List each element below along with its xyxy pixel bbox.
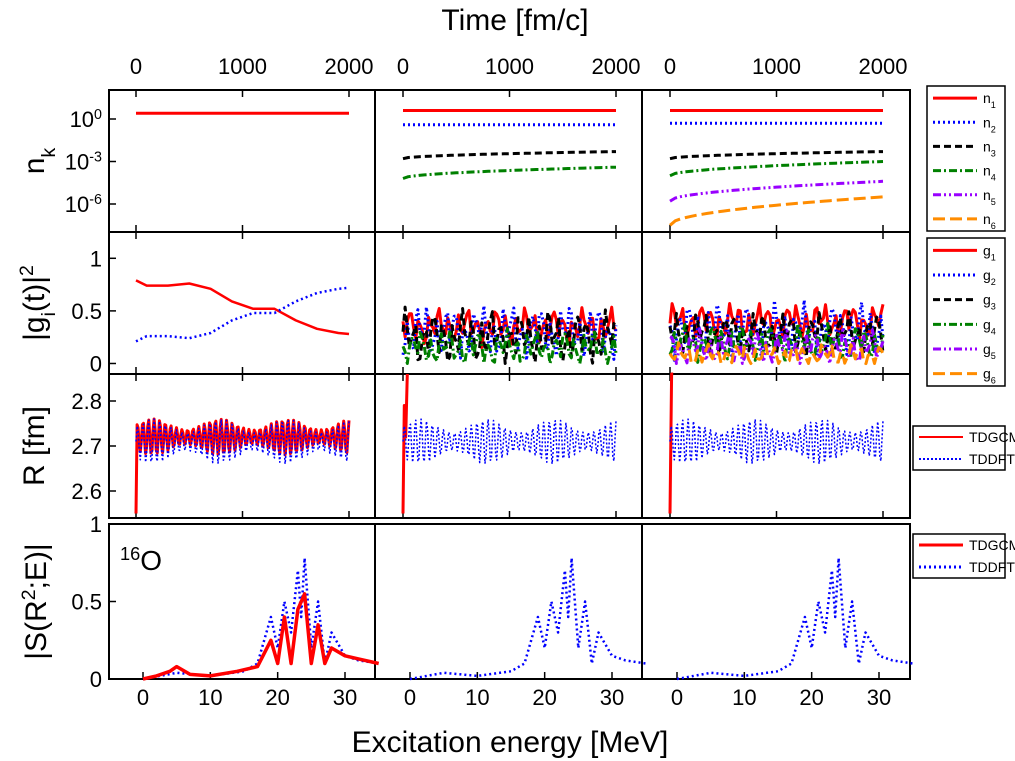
- legend-label: n1: [983, 90, 996, 110]
- series-line-g2: [135, 286, 350, 343]
- bottom-tick-label: 0: [671, 685, 683, 710]
- series-line-n3: [669, 150, 884, 161]
- panel-frame: [108, 89, 376, 233]
- legend-S: [912, 533, 1006, 579]
- y-tick-label: 0.5: [71, 590, 102, 615]
- series-line-TDDFT: [409, 556, 646, 681]
- series-line-g2: [401, 304, 618, 362]
- y-axis-label-group: nk: [18, 148, 60, 175]
- series-line-TDGCM: [401, 373, 409, 514]
- y-axis-label: R [fm]: [18, 406, 51, 486]
- series-line-g1: [135, 279, 350, 336]
- y-tick-label: 1: [90, 246, 102, 271]
- top-tick-label: 1000: [485, 54, 534, 79]
- y-tick-label: 10-3: [65, 150, 102, 175]
- y-tick-label: 2.6: [71, 479, 102, 504]
- bottom-tick-label: 20: [799, 685, 823, 710]
- top-tick-label: 1000: [752, 54, 801, 79]
- legend-label: TDDFT: [969, 451, 1015, 467]
- y-axis-label: |gi(t)|2: [16, 265, 60, 341]
- series-line-g2: [668, 298, 885, 362]
- legend-R: [912, 425, 1006, 471]
- y-axis-label: |S(R2;E)|: [18, 543, 53, 659]
- y-axis-label: nk: [18, 148, 60, 175]
- series-line-g6: [668, 341, 885, 365]
- bottom-axis-title: Excitation energy [MeV]: [352, 726, 669, 759]
- panel-frame: [374, 523, 643, 680]
- legend-label: g3: [983, 292, 996, 312]
- y-tick-label: 0: [90, 667, 102, 692]
- legend-label: g5: [983, 341, 996, 361]
- series-line-n4: [402, 165, 617, 180]
- legend-label: n5: [983, 187, 996, 207]
- legend-gi: [926, 237, 1006, 387]
- y-tick-label: 2.7: [71, 434, 102, 459]
- bottom-tick-label: 0: [137, 685, 149, 710]
- series-line-g4: [401, 326, 618, 365]
- series-line-TDDFT: [402, 418, 617, 465]
- series-line-TDDFT: [135, 418, 350, 465]
- top-tick-label: 1000: [218, 54, 267, 79]
- legend-label: n3: [983, 138, 996, 158]
- nucleus-label: 16O: [120, 544, 162, 576]
- legend-label: TDGCM: [969, 429, 1015, 445]
- bottom-tick-label: 30: [867, 685, 891, 710]
- series-line-TDDFT: [669, 418, 884, 465]
- series-line-TDDFT: [142, 556, 379, 681]
- legend-label: g6: [983, 366, 996, 386]
- top-axis-title: Time [fm/c]: [441, 4, 588, 37]
- series-line-g3: [668, 310, 885, 359]
- top-tick-label: 0: [664, 54, 676, 79]
- legend-label: g4: [983, 316, 996, 336]
- bottom-tick-label: 10: [198, 685, 222, 710]
- bottom-tick-label: 20: [265, 685, 289, 710]
- series-line-TDGCM: [134, 417, 351, 514]
- y-axis-label-group: |S(R2;E)|: [18, 543, 53, 659]
- y-tick-label: 0: [90, 351, 102, 376]
- top-tick-label: 2000: [325, 54, 374, 79]
- panel-frame: [641, 523, 911, 680]
- bottom-tick-label: 30: [333, 685, 357, 710]
- bottom-tick-label: 10: [465, 685, 489, 710]
- top-tick-label: 2000: [859, 54, 908, 79]
- y-tick-label: 10-6: [65, 192, 102, 217]
- bottom-tick-label: 0: [404, 685, 416, 710]
- series-line-TDDFT: [676, 556, 913, 681]
- series-line-n5: [669, 179, 884, 203]
- legend-label: n4: [983, 163, 996, 183]
- legend-label: TDDFT: [969, 559, 1015, 575]
- series-line-n3: [402, 150, 617, 161]
- bottom-tick-label: 20: [532, 685, 556, 710]
- legend-label: n6: [983, 211, 996, 231]
- series-line-g5: [669, 327, 885, 365]
- top-tick-label: 0: [130, 54, 142, 79]
- series-line-TDGCM: [668, 372, 674, 514]
- bottom-tick-label: 10: [732, 685, 756, 710]
- y-axis-label-group: |gi(t)|2: [16, 265, 60, 341]
- y-axis-label-group: R [fm]: [18, 406, 51, 486]
- series-line-n6: [669, 195, 884, 227]
- series-line-TDGCM: [142, 592, 380, 681]
- y-tick-label: 2.8: [71, 389, 102, 414]
- series-line-n4: [669, 160, 884, 178]
- legend-label: g1: [983, 242, 996, 262]
- legend-label: g2: [983, 267, 996, 287]
- bottom-tick-label: 30: [600, 685, 624, 710]
- y-tick-label: 1: [90, 512, 102, 537]
- legend-label: TDGCM: [969, 537, 1015, 553]
- panel-frame: [108, 231, 376, 375]
- top-tick-label: 0: [397, 54, 409, 79]
- top-tick-label: 2000: [592, 54, 641, 79]
- y-tick-label: 0.5: [71, 299, 102, 324]
- y-tick-label: 100: [70, 107, 102, 132]
- legend-group: n1 n2 n3 n4 n5 n6 g1 g2 g3 g4 g5 g6 TDGCM TDDFT TDGCM T…: [912, 85, 1015, 579]
- legend-label: n2: [983, 114, 996, 134]
- legend-nk: [926, 85, 1006, 232]
